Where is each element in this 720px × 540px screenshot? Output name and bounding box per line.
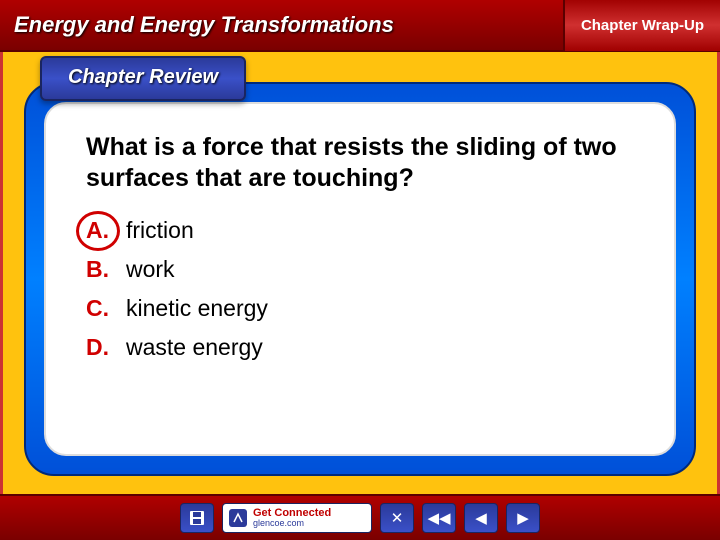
wrapup-tab[interactable]: Chapter Wrap-Up bbox=[563, 0, 720, 51]
question-text: What is a force that resists the sliding… bbox=[86, 132, 642, 195]
answer-letter: C. bbox=[86, 295, 126, 322]
answer-text: friction bbox=[126, 217, 194, 244]
rewind-button[interactable]: ◀◀ bbox=[422, 503, 456, 533]
answers-list: A. friction B. work C. kinetic energy D.… bbox=[86, 217, 642, 361]
top-bar: Energy and Energy Transformations Chapte… bbox=[0, 0, 720, 52]
next-button[interactable]: ▶ bbox=[506, 503, 540, 533]
connected-text: Get Connected glencoe.com bbox=[253, 508, 331, 528]
prev-icon: ◀ bbox=[475, 509, 487, 527]
save-button[interactable] bbox=[180, 503, 214, 533]
chapter-review-tab[interactable]: Chapter Review bbox=[40, 56, 246, 101]
connect-icon bbox=[229, 509, 247, 527]
answer-text: work bbox=[126, 256, 175, 283]
answer-text: waste energy bbox=[126, 334, 263, 361]
content-panel: What is a force that resists the sliding… bbox=[44, 102, 676, 456]
answer-text: kinetic energy bbox=[126, 295, 268, 322]
answer-letter: D. bbox=[86, 334, 126, 361]
next-icon: ▶ bbox=[517, 509, 529, 527]
floppy-icon bbox=[189, 510, 205, 526]
close-icon: ✕ bbox=[391, 509, 404, 527]
answer-letter: A. bbox=[86, 217, 126, 244]
connected-url: glencoe.com bbox=[253, 519, 331, 528]
answer-option-d[interactable]: D. waste energy bbox=[86, 334, 642, 361]
answer-option-b[interactable]: B. work bbox=[86, 256, 642, 283]
close-button[interactable]: ✕ bbox=[380, 503, 414, 533]
main-panel: What is a force that resists the sliding… bbox=[24, 82, 696, 476]
bottom-bar: Get Connected glencoe.com ✕ ◀◀ ◀ ▶ bbox=[0, 494, 720, 540]
chapter-title: Energy and Energy Transformations bbox=[0, 12, 394, 38]
get-connected-button[interactable]: Get Connected glencoe.com bbox=[222, 503, 372, 533]
answer-option-c[interactable]: C. kinetic energy bbox=[86, 295, 642, 322]
prev-button[interactable]: ◀ bbox=[464, 503, 498, 533]
rewind-icon: ◀◀ bbox=[427, 509, 450, 527]
answer-letter: B. bbox=[86, 256, 126, 283]
answer-option-a[interactable]: A. friction bbox=[86, 217, 642, 244]
